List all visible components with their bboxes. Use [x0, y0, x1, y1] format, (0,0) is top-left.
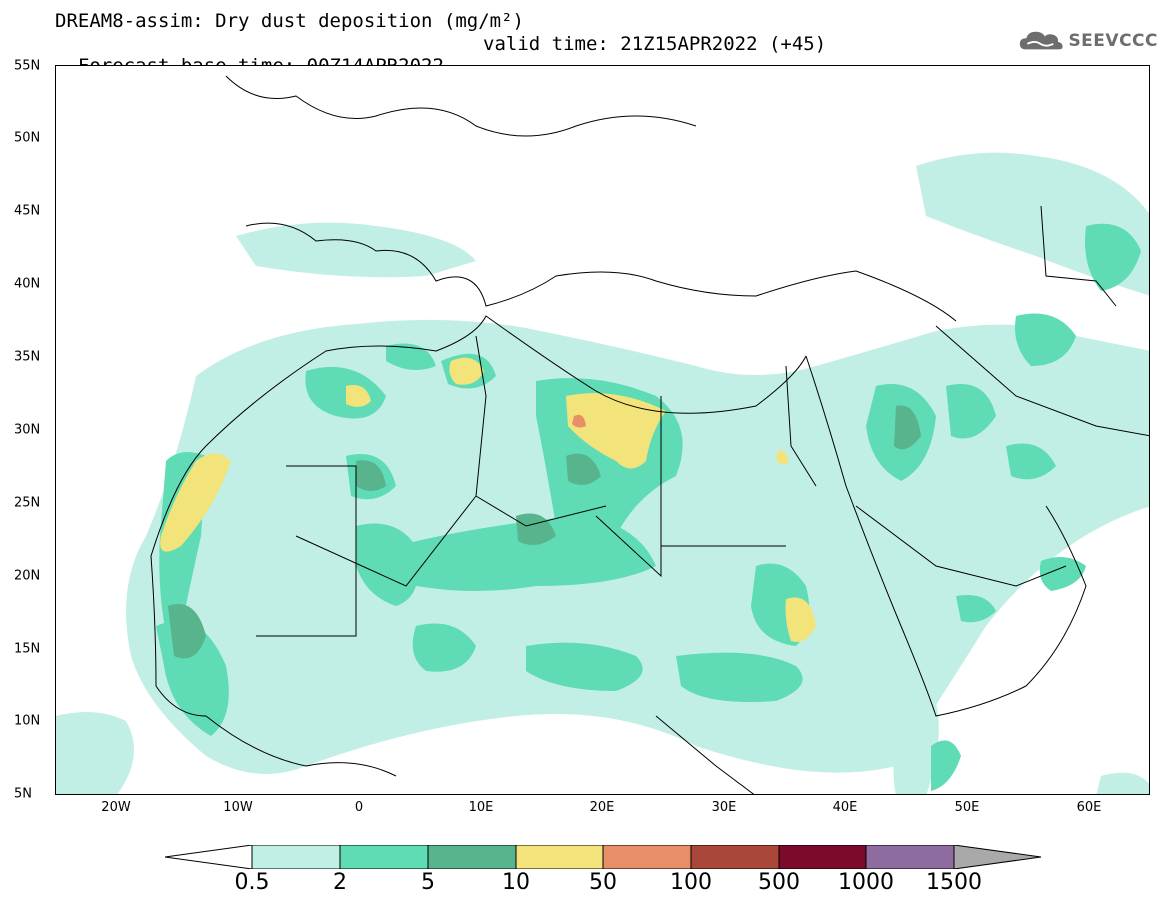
colorbar-segment — [251, 845, 341, 869]
level-10-50-shading — [160, 357, 816, 642]
colorbar-label: 5 — [421, 870, 435, 895]
lat-label: 40N — [14, 276, 41, 292]
lon-label: 40E — [832, 800, 858, 815]
lon-label: 30E — [711, 800, 737, 815]
colorbar — [165, 845, 1042, 869]
chart-title: DREAM8-assim: Dry dust deposition (mg/m²… — [55, 10, 524, 32]
map-canvas — [56, 75, 1149, 794]
lon-label: 60E — [1076, 800, 1102, 815]
lon-label: 0 — [354, 800, 364, 815]
lat-label: 50N — [14, 130, 41, 146]
colorbar-segment — [515, 845, 604, 869]
logo-text: SEEVCCC — [1068, 31, 1158, 51]
cloud-logo-icon — [1019, 31, 1063, 50]
colorbar-segment — [602, 845, 692, 869]
lat-label: 30N — [14, 422, 41, 438]
colorbar-segment — [865, 845, 955, 869]
lon-label: 10E — [468, 800, 494, 815]
colorbar-label: 1500 — [926, 870, 982, 895]
lat-label: 10N — [14, 713, 41, 729]
lat-label: 45N — [14, 203, 41, 219]
dust-deposition-map — [55, 65, 1150, 795]
colorbar-segment — [690, 845, 780, 869]
lat-label: 35N — [14, 349, 41, 365]
lat-label: 15N — [14, 641, 41, 657]
colorbar-label: 500 — [758, 870, 800, 895]
colorbar-segment — [778, 845, 867, 869]
lon-label: 20E — [589, 800, 615, 815]
colorbar-high-arrow — [953, 845, 1042, 869]
colorbar-label: 0.5 — [234, 870, 270, 895]
lon-label: 50E — [954, 800, 980, 815]
lat-label: 5N — [14, 786, 32, 802]
lat-label: 55N — [14, 58, 41, 74]
level-50-100-shading — [572, 414, 586, 428]
colorbar-low-arrow — [165, 845, 253, 869]
lon-label: 10W — [223, 800, 253, 815]
lat-label: 20N — [14, 568, 41, 584]
lon-label: 20W — [101, 800, 131, 815]
colorbar-label: 50 — [589, 870, 617, 895]
colorbar-segment — [427, 845, 517, 869]
colorbar-segment — [339, 845, 429, 869]
lat-label: 25N — [14, 495, 41, 511]
seevccc-logo: SEEVCCC — [1018, 26, 1158, 56]
colorbar-label: 10 — [502, 870, 530, 895]
colorbar-label: 100 — [670, 870, 712, 895]
coastlines-and-borders — [150, 75, 1149, 794]
colorbar-label: 2 — [333, 870, 347, 895]
colorbar-label: 1000 — [838, 870, 894, 895]
valid-time: valid time: 21Z15APR2022 (+45) — [483, 33, 827, 55]
